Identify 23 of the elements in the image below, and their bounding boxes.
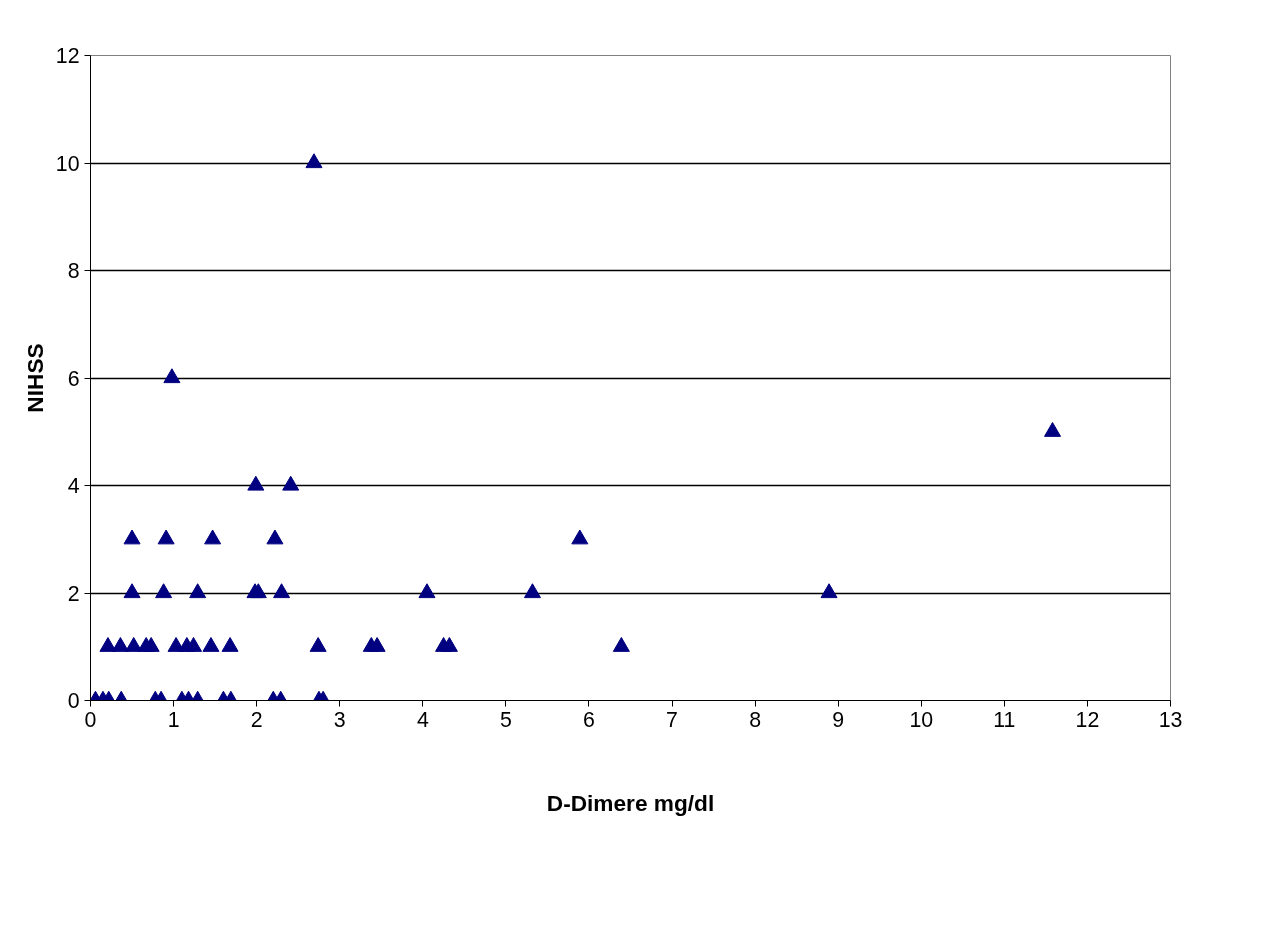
y-tick-label: 10 <box>55 151 80 176</box>
y-tick-label: 0 <box>67 689 80 713</box>
y-tick-label: 6 <box>67 366 80 391</box>
x-tick-label: 2 <box>250 707 263 732</box>
x-tick-label: 6 <box>583 707 595 732</box>
x-tick-label: 7 <box>666 707 678 732</box>
x-tick-label: 9 <box>832 707 845 732</box>
x-tick-label: 0 <box>84 707 97 732</box>
x-axis-title: D-Dimere mg/dl <box>546 789 715 816</box>
x-tick-label: 12 <box>1075 707 1100 732</box>
x-tick-label: 13 <box>1158 707 1183 732</box>
y-tick-label: 2 <box>67 581 80 606</box>
y-tick-label: 4 <box>67 474 80 498</box>
x-tick-label: 8 <box>749 707 762 732</box>
y-tick-label: 12 <box>55 44 80 68</box>
x-tick-label: 1 <box>167 707 180 732</box>
x-tick-label: 4 <box>416 707 429 732</box>
x-tick-label: 5 <box>499 707 512 732</box>
x-tick-label: 3 <box>333 707 346 732</box>
x-tick-label: 10 <box>909 707 934 732</box>
y-tick-label: 8 <box>67 259 80 283</box>
y-axis-title: NIHSS <box>21 343 48 413</box>
x-tick-label: 11 <box>993 707 1016 732</box>
